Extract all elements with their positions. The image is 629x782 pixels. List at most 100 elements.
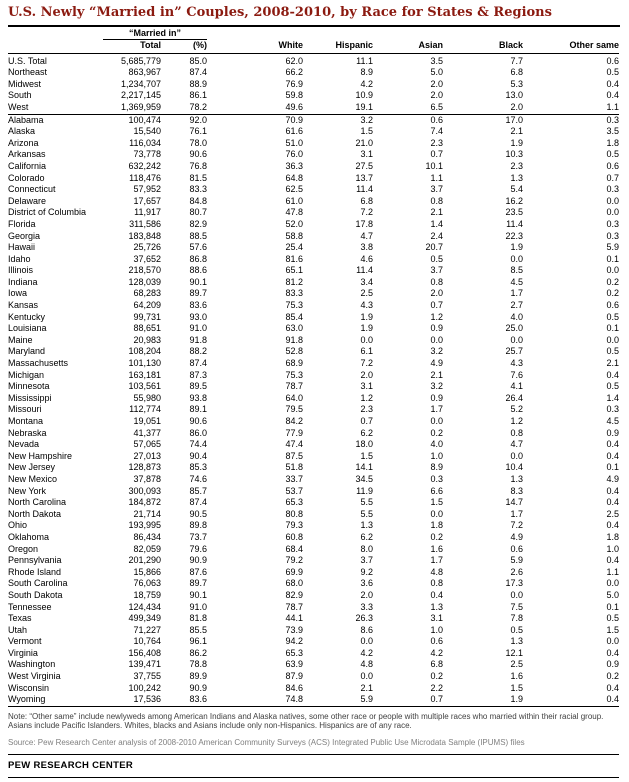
- table-row: Alabama 100,474 92.0 70.9 3.2 0.6 17.0 0.3: [8, 114, 619, 126]
- row-label: Iowa: [8, 288, 28, 299]
- row-value: 4.7: [360, 230, 374, 241]
- row-value: 60.8: [285, 531, 304, 542]
- row-value: 84.6: [285, 682, 304, 693]
- row-value: 88.5: [189, 230, 208, 241]
- row-value: 21,714: [133, 508, 161, 519]
- row-value: 2.5: [360, 288, 374, 299]
- row-value: 0.5: [606, 67, 620, 78]
- row-value: 3.3: [360, 601, 374, 612]
- row-value: 128,873: [128, 462, 161, 473]
- row-value: 0.0: [360, 334, 374, 345]
- row-label: Texas: [8, 613, 32, 624]
- row-value: 10.1: [425, 160, 444, 171]
- row-value: 4.0: [510, 311, 524, 322]
- row-value: 65.3: [285, 647, 304, 658]
- table-row: Vermont 10,764 96.1 94.2 0.0 0.6 1.3 0.0: [8, 636, 619, 648]
- row-value: 91.0: [189, 323, 208, 334]
- row-value: 4.3: [360, 300, 374, 311]
- row-label: Hawaii: [8, 242, 36, 253]
- row-value: 13.7: [355, 172, 374, 183]
- row-value: 25.0: [505, 323, 524, 334]
- row-label: New Hampshire: [8, 450, 73, 461]
- row-value: 19.1: [303, 101, 374, 115]
- row-value: 124,434: [128, 601, 161, 612]
- row-value: 0.8: [430, 276, 444, 287]
- row-value: 11.1: [356, 55, 374, 66]
- row-value: 82.9: [285, 589, 304, 600]
- row-label: South Dakota: [8, 589, 63, 600]
- table-row: Maine 20,983 91.8 91.8 0.0 0.0 0.0 0.0: [8, 335, 619, 347]
- row-value: 88.2: [189, 346, 208, 357]
- row-value: 2.3: [430, 137, 444, 148]
- row-value: 79.2: [285, 555, 304, 566]
- table-row: Midwest 1,234,707 88.9 76.9 4.2 2.0 5.3 0.4: [8, 79, 619, 91]
- row-value: 83.3: [189, 184, 208, 195]
- row-value: 4.0: [430, 439, 444, 450]
- row-value: 96.1: [189, 636, 208, 647]
- row-label: New Mexico: [8, 473, 58, 484]
- row-value: 300,093: [128, 485, 161, 496]
- col-header-total: Total: [103, 39, 161, 54]
- row-value: 0.6: [430, 636, 444, 647]
- row-value: 1.5: [430, 497, 444, 508]
- row-value: 5.9: [303, 694, 374, 707]
- row-value: 0.0: [606, 265, 620, 276]
- row-value: 8.5: [510, 265, 524, 276]
- row-value: 19,051: [133, 416, 161, 426]
- table-row: Georgia 183,848 88.5 58.8 4.7 2.4 22.3 0.3: [8, 231, 619, 243]
- row-value: 0.4: [606, 450, 620, 461]
- row-value: 25.7: [505, 346, 524, 357]
- table-row: U.S. Total 5,685,779 85.0 62.0 11.1 3.5 7.7 0.6: [8, 53, 619, 67]
- row-value: 89.5: [189, 381, 208, 392]
- row-value: 156,408: [128, 647, 161, 658]
- row-value: 51.8: [285, 462, 304, 473]
- row-value: 0.0: [606, 636, 620, 647]
- row-value: 2,217,145: [120, 90, 161, 101]
- table-row: Arizona 116,034 78.0 51.0 21.0 2.3 1.9 1.8: [8, 138, 619, 150]
- row-value: 8.6: [360, 624, 374, 635]
- row-label: North Carolina: [8, 497, 67, 508]
- row-value: 37,878: [133, 473, 161, 484]
- row-value: 1.5: [360, 126, 374, 137]
- row-value: 0.4: [606, 90, 620, 101]
- row-value: 6.1: [360, 346, 374, 357]
- row-value: 1.3: [360, 520, 374, 531]
- row-value: 90.1: [189, 276, 208, 287]
- row-value: 218,570: [128, 265, 161, 276]
- row-value: 1.7: [430, 555, 444, 566]
- row-label: Maryland: [8, 346, 46, 357]
- row-label: Wisconsin: [8, 682, 50, 693]
- row-value: 99,731: [133, 311, 161, 322]
- row-value: 87.5: [285, 450, 304, 461]
- row-value: 4.3: [510, 358, 524, 369]
- row-label: Nebraska: [8, 427, 47, 438]
- row-value: 26.3: [355, 613, 374, 624]
- row-value: 85.3: [189, 462, 208, 473]
- table-row: New Hampshire 27,013 90.4 87.5 1.5 1.0 0.0 0.4: [8, 451, 619, 463]
- row-value: 70.9: [285, 114, 304, 125]
- row-value: 86.0: [189, 427, 208, 438]
- row-value: 65.3: [285, 497, 304, 508]
- row-value: 5.4: [510, 184, 524, 195]
- table-row: Rhode Island 15,866 87.6 69.9 9.2 4.8 2.6 1.1: [8, 567, 619, 579]
- row-value: 2.5: [510, 659, 524, 670]
- row-label: Rhode Island: [8, 566, 62, 577]
- row-value: 101,130: [128, 358, 161, 369]
- row-value: 6.2: [360, 531, 374, 542]
- row-value: 87.4: [189, 67, 208, 78]
- source-line: Source: Pew Research Center analysis of …: [8, 737, 525, 747]
- row-value: 83.6: [189, 300, 208, 311]
- row-value: 6.8: [430, 659, 444, 670]
- table-row: Utah 71,227 85.5 73.9 8.6 1.0 0.5 1.5: [8, 625, 619, 637]
- row-value: 0.2: [606, 276, 620, 287]
- row-value: 71,227: [133, 624, 161, 635]
- row-value: 14.7: [505, 497, 524, 508]
- row-value: 73.9: [285, 624, 304, 635]
- row-value: 89.9: [189, 671, 208, 682]
- row-value: 52.8: [285, 346, 304, 357]
- row-value: 6.8: [510, 67, 524, 78]
- row-value: 1,234,707: [120, 78, 161, 89]
- row-value: 3.6: [360, 578, 374, 589]
- row-value: 1.5: [510, 682, 524, 693]
- col-header-hispanic: Hispanic: [303, 39, 374, 54]
